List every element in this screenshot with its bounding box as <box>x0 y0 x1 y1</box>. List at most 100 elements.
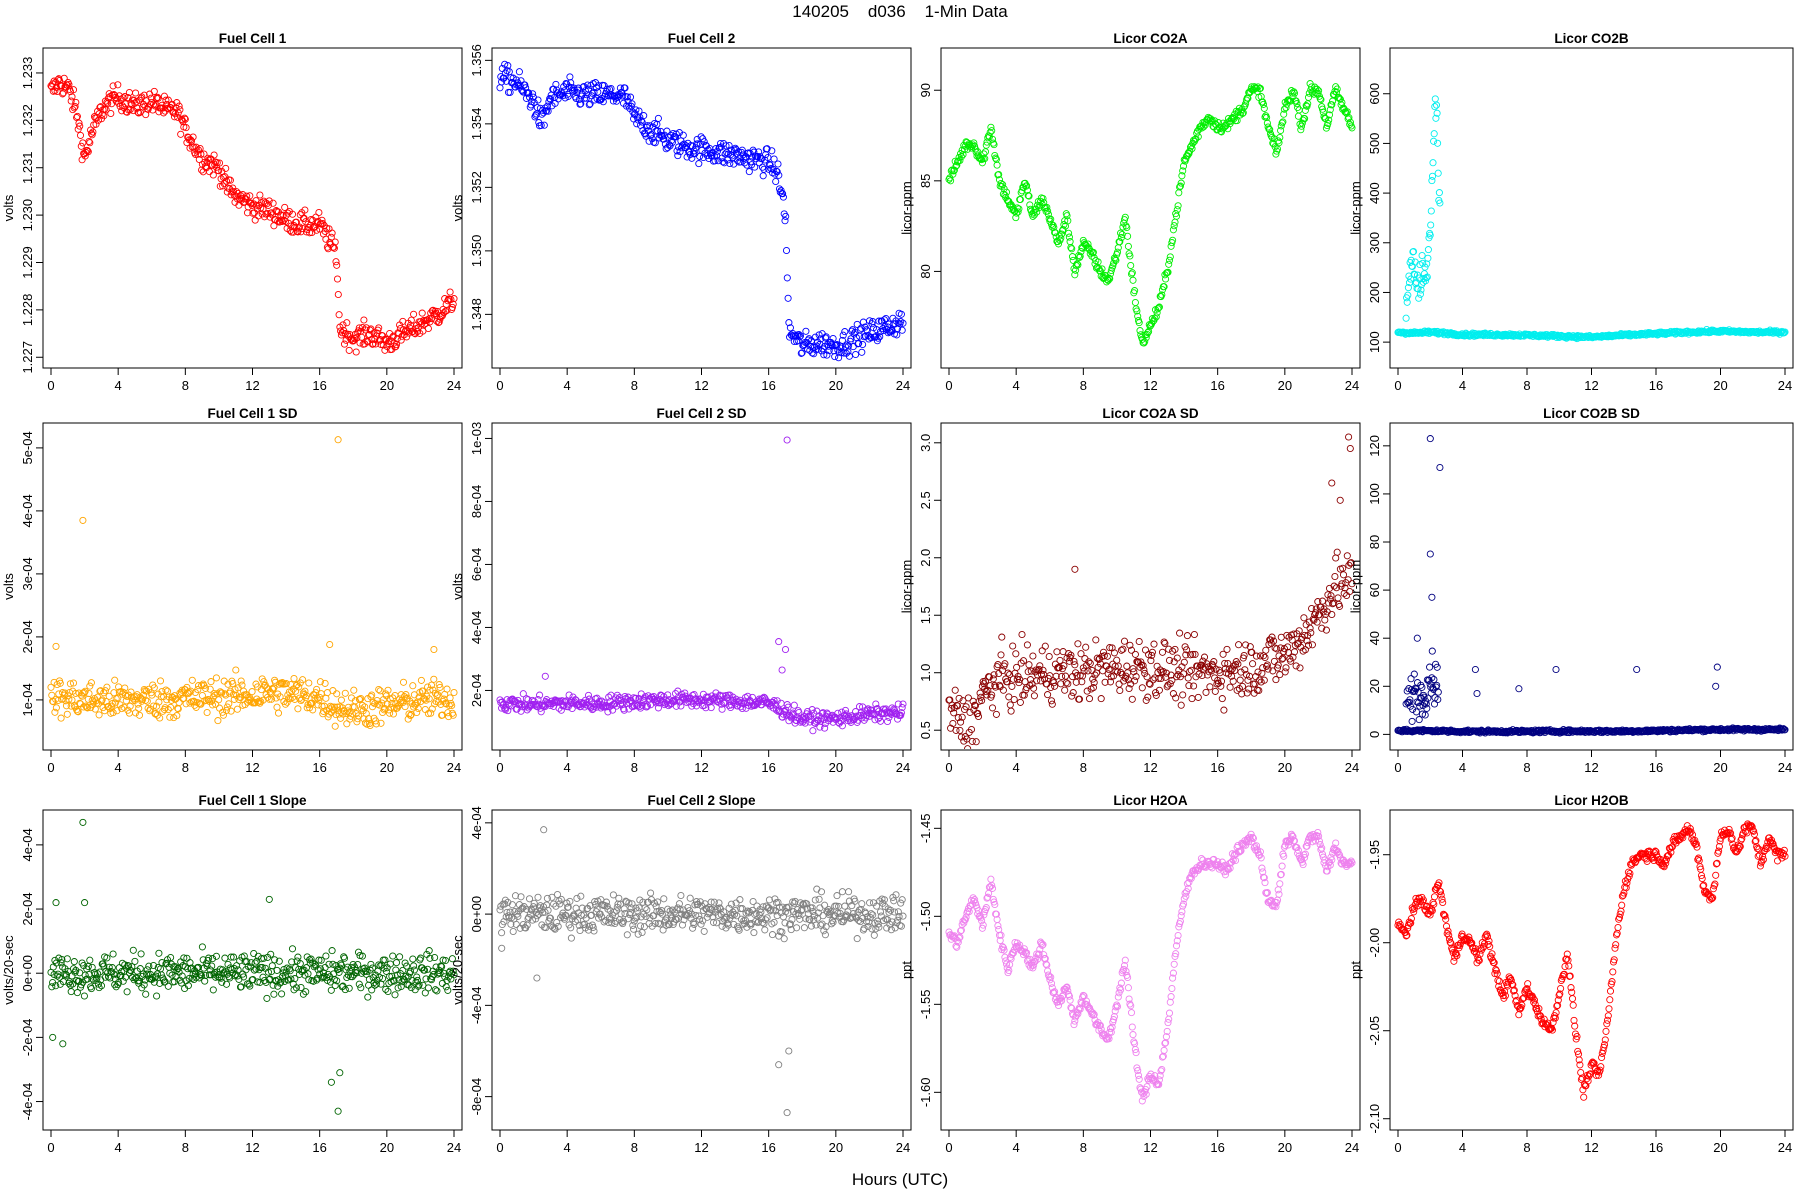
data-point <box>1029 212 1037 220</box>
data-point <box>92 120 100 128</box>
data-point <box>223 703 231 711</box>
data-point <box>1329 97 1337 105</box>
data-point <box>160 92 168 100</box>
data-point <box>222 980 231 988</box>
x-tick-label: 16 <box>312 378 326 393</box>
data-point <box>284 209 292 217</box>
data-point <box>104 99 112 108</box>
data-point <box>1096 267 1104 275</box>
data-point <box>1432 101 1441 109</box>
data-point <box>1154 305 1162 313</box>
data-point <box>260 682 269 690</box>
data-point <box>1348 124 1356 132</box>
data-point <box>340 340 349 348</box>
data-point <box>802 327 810 335</box>
data-point <box>1184 674 1192 682</box>
outlier-point <box>1471 665 1479 674</box>
data-point <box>853 320 861 328</box>
data-point <box>1325 111 1334 119</box>
data-point <box>1233 686 1241 694</box>
data-point <box>1254 668 1262 676</box>
data-point <box>150 87 158 95</box>
data-point <box>236 957 244 965</box>
data-point <box>968 737 976 745</box>
data-point <box>95 711 103 719</box>
data-point <box>992 683 1000 691</box>
data-point <box>276 693 284 701</box>
data-point <box>567 79 575 87</box>
data-point <box>595 82 603 90</box>
data-point <box>1098 265 1106 273</box>
data-point <box>208 962 216 970</box>
data-point <box>300 214 308 222</box>
data-point <box>643 702 652 710</box>
data-point <box>305 679 313 687</box>
data-point <box>214 717 222 725</box>
data-point <box>1186 143 1195 151</box>
data-point <box>1137 658 1145 666</box>
data-point <box>371 335 379 343</box>
data-point <box>968 751 974 757</box>
data-point <box>166 713 174 721</box>
data-point <box>1166 253 1174 261</box>
x-tick-label: 20 <box>1278 760 1292 775</box>
data-point <box>289 228 297 236</box>
data-point <box>897 709 905 717</box>
data-point <box>1344 576 1352 584</box>
data-point <box>313 685 321 693</box>
y-tick-label: 2.0 <box>918 549 933 567</box>
data-point <box>654 704 662 712</box>
data-point <box>168 100 176 108</box>
data-point <box>1197 661 1205 669</box>
x-tick-label: 4 <box>564 760 571 775</box>
data-points <box>47 818 458 1115</box>
data-point <box>422 696 430 704</box>
data-point <box>1155 304 1163 312</box>
data-point <box>592 84 600 92</box>
data-point <box>346 330 354 339</box>
data-point <box>403 327 411 335</box>
data-point <box>123 988 131 996</box>
data-point <box>643 122 652 130</box>
data-point <box>882 314 890 323</box>
data-point <box>666 142 674 150</box>
data-point <box>821 334 829 342</box>
data-point <box>388 699 396 707</box>
data-point <box>226 176 234 184</box>
y-tick-label: 1.0 <box>918 664 933 682</box>
data-point <box>1412 708 1420 716</box>
data-point <box>949 719 957 728</box>
data-point <box>782 212 790 220</box>
data-point <box>874 715 882 723</box>
y-tick-label: 1e-03 <box>469 422 484 455</box>
x-tick-label: 12 <box>1584 378 1598 393</box>
data-point <box>374 700 382 708</box>
data-point <box>738 146 746 154</box>
data-point <box>1094 258 1102 266</box>
data-point <box>113 971 121 979</box>
data-point <box>1141 338 1149 346</box>
data-point <box>307 955 315 963</box>
data-point <box>1430 675 1438 684</box>
panel-title: Fuel Cell 2 SD <box>656 406 746 421</box>
y-axis-title: licor-ppm <box>899 560 914 613</box>
data-point <box>1103 652 1111 660</box>
data-point <box>143 966 151 974</box>
data-point <box>251 699 259 707</box>
x-tick-label: 16 <box>1210 760 1224 775</box>
data-point <box>894 700 902 708</box>
data-point <box>986 128 994 136</box>
data-point <box>726 159 734 168</box>
data-point <box>1124 232 1132 240</box>
data-point <box>233 962 241 970</box>
data-point <box>1057 680 1065 688</box>
data-point <box>175 102 183 110</box>
data-point <box>773 697 781 705</box>
data-point <box>1138 684 1146 692</box>
data-point <box>135 711 144 719</box>
data-point <box>1190 630 1198 639</box>
data-point <box>1200 123 1208 131</box>
data-point <box>570 86 579 94</box>
y-tick-label: 500 <box>1367 133 1382 155</box>
